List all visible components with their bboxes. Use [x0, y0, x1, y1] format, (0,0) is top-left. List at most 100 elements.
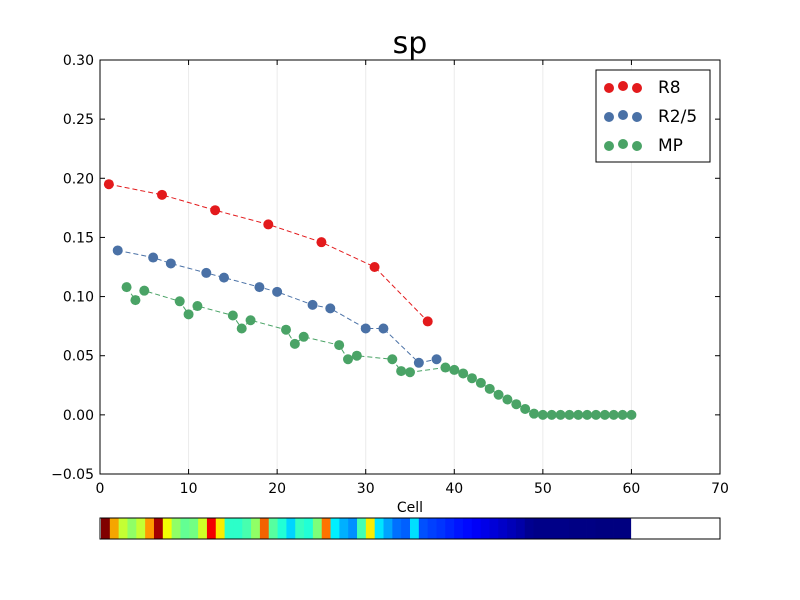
data-point-mp	[546, 409, 557, 420]
x-tick-label: 20	[268, 481, 286, 497]
data-point-mp	[608, 409, 619, 420]
colorbar-cell	[277, 518, 287, 539]
data-point-mp	[236, 323, 247, 334]
data-point-mp	[351, 350, 362, 361]
data-point-mp	[458, 368, 469, 379]
data-point-r8	[103, 179, 114, 190]
data-point-r2-5	[325, 303, 336, 314]
data-point-r2-5	[201, 267, 212, 278]
colorbar-cell	[374, 518, 384, 539]
legend: R8 R2/5 MP	[595, 69, 711, 163]
data-point-mp	[599, 409, 610, 420]
data-point-mp	[334, 340, 345, 351]
data-point-mp	[139, 285, 150, 296]
colorbar-cell	[507, 518, 517, 539]
colorbar-cell	[489, 518, 499, 539]
colorbar-cell	[551, 518, 561, 539]
y-tick-label: 0.10	[63, 290, 94, 306]
data-point-mp	[591, 409, 601, 420]
data-point-mp	[298, 331, 309, 342]
colorbar-cell	[454, 518, 464, 539]
y-tick-label: 0.15	[63, 230, 94, 246]
data-point-mp	[475, 377, 486, 388]
colorbar-cell	[445, 518, 455, 539]
data-point-r2-5	[219, 272, 229, 283]
x-axis-label: Cell	[397, 500, 423, 516]
colorbar-cell	[251, 518, 261, 539]
colorbar-cell	[401, 518, 411, 539]
data-point-mp	[537, 409, 548, 420]
data-point-r2-5	[307, 299, 318, 310]
colorbar-cell	[206, 518, 217, 539]
data-point-r8	[422, 316, 433, 327]
x-tick-label: 70	[711, 481, 729, 497]
colorbar-cell	[136, 518, 146, 539]
plot-frame	[99, 59, 721, 475]
data-point-r2-5	[378, 323, 389, 334]
y-tick-label: 0.25	[63, 112, 94, 128]
data-point-mp	[626, 409, 637, 420]
data-point-mp	[245, 315, 256, 326]
colorbar-cell	[339, 518, 349, 539]
legend-marker-mp	[604, 141, 614, 151]
colorbar-cell	[153, 518, 164, 539]
colorbar-cell	[568, 518, 579, 539]
legend-marker-r8	[632, 83, 642, 93]
data-point-mp	[564, 409, 575, 420]
colorbar-cell	[348, 518, 358, 539]
colorbar-cell	[295, 518, 305, 539]
colorbar-cell	[330, 518, 340, 539]
data-point-mp	[511, 399, 522, 410]
data-point-r2-5	[148, 252, 159, 263]
axis-tick-labels: 0 10 20 30 40 50 60 70 −0.05 0.00 0.05 0.10 0.15 0.20…	[51, 53, 729, 497]
data-point-r2-5	[360, 323, 371, 334]
colorbar-cell	[171, 518, 181, 539]
colorbar-cell	[189, 518, 199, 539]
grid-lines	[188, 60, 632, 474]
legend-label-r2-5: R2/5	[658, 107, 697, 127]
colorbar-cell	[224, 518, 234, 539]
axis-ticks	[99, 59, 721, 475]
data-point-r8	[210, 205, 221, 216]
y-tick-label: 0.30	[63, 53, 94, 69]
data-point-r2-5	[112, 245, 123, 256]
data-point-mp	[227, 310, 238, 321]
colorbar-cell	[365, 518, 376, 539]
colorbar-cell	[242, 518, 252, 539]
colorbar-cell	[215, 518, 225, 539]
colorbar-cell	[162, 518, 173, 539]
colorbar-cell	[427, 518, 437, 539]
x-tick-label: 10	[180, 481, 198, 497]
data-point-r2-5	[413, 357, 424, 368]
legend-marker-r8	[604, 83, 614, 93]
data-point-mp	[449, 364, 460, 375]
data-point-mp	[405, 367, 415, 378]
legend-marker-r2-5	[604, 112, 614, 122]
data-point-mp	[289, 338, 300, 349]
colorbar-cell	[515, 518, 526, 539]
data-point-mp	[582, 409, 593, 420]
data-point-mp	[484, 383, 495, 394]
colorbar-cell	[286, 518, 296, 539]
colorbar	[99, 517, 721, 540]
y-tick-label: 0.05	[63, 349, 94, 365]
x-tick-label: 60	[623, 481, 641, 497]
data-point-mp	[130, 295, 141, 306]
data-point-r8	[316, 237, 327, 248]
colorbar-cell	[109, 518, 120, 539]
colorbar-cell	[198, 518, 208, 539]
colorbar-cell	[418, 518, 429, 539]
legend-marker-r2-5	[632, 112, 642, 122]
data-point-mp	[520, 403, 531, 414]
colorbar-cell	[471, 518, 482, 539]
colorbar-cell	[392, 518, 402, 539]
colorbar-cell	[595, 518, 605, 539]
colorbar-cell	[533, 518, 543, 539]
colorbar-cell	[436, 518, 446, 539]
colorbar-cell	[498, 518, 508, 539]
legend-label-r8: R8	[658, 78, 681, 98]
colorbar-frame	[99, 517, 721, 540]
colorbar-cell	[586, 518, 596, 539]
x-tick-label: 30	[357, 481, 375, 497]
y-tick-label: −0.05	[51, 467, 94, 483]
